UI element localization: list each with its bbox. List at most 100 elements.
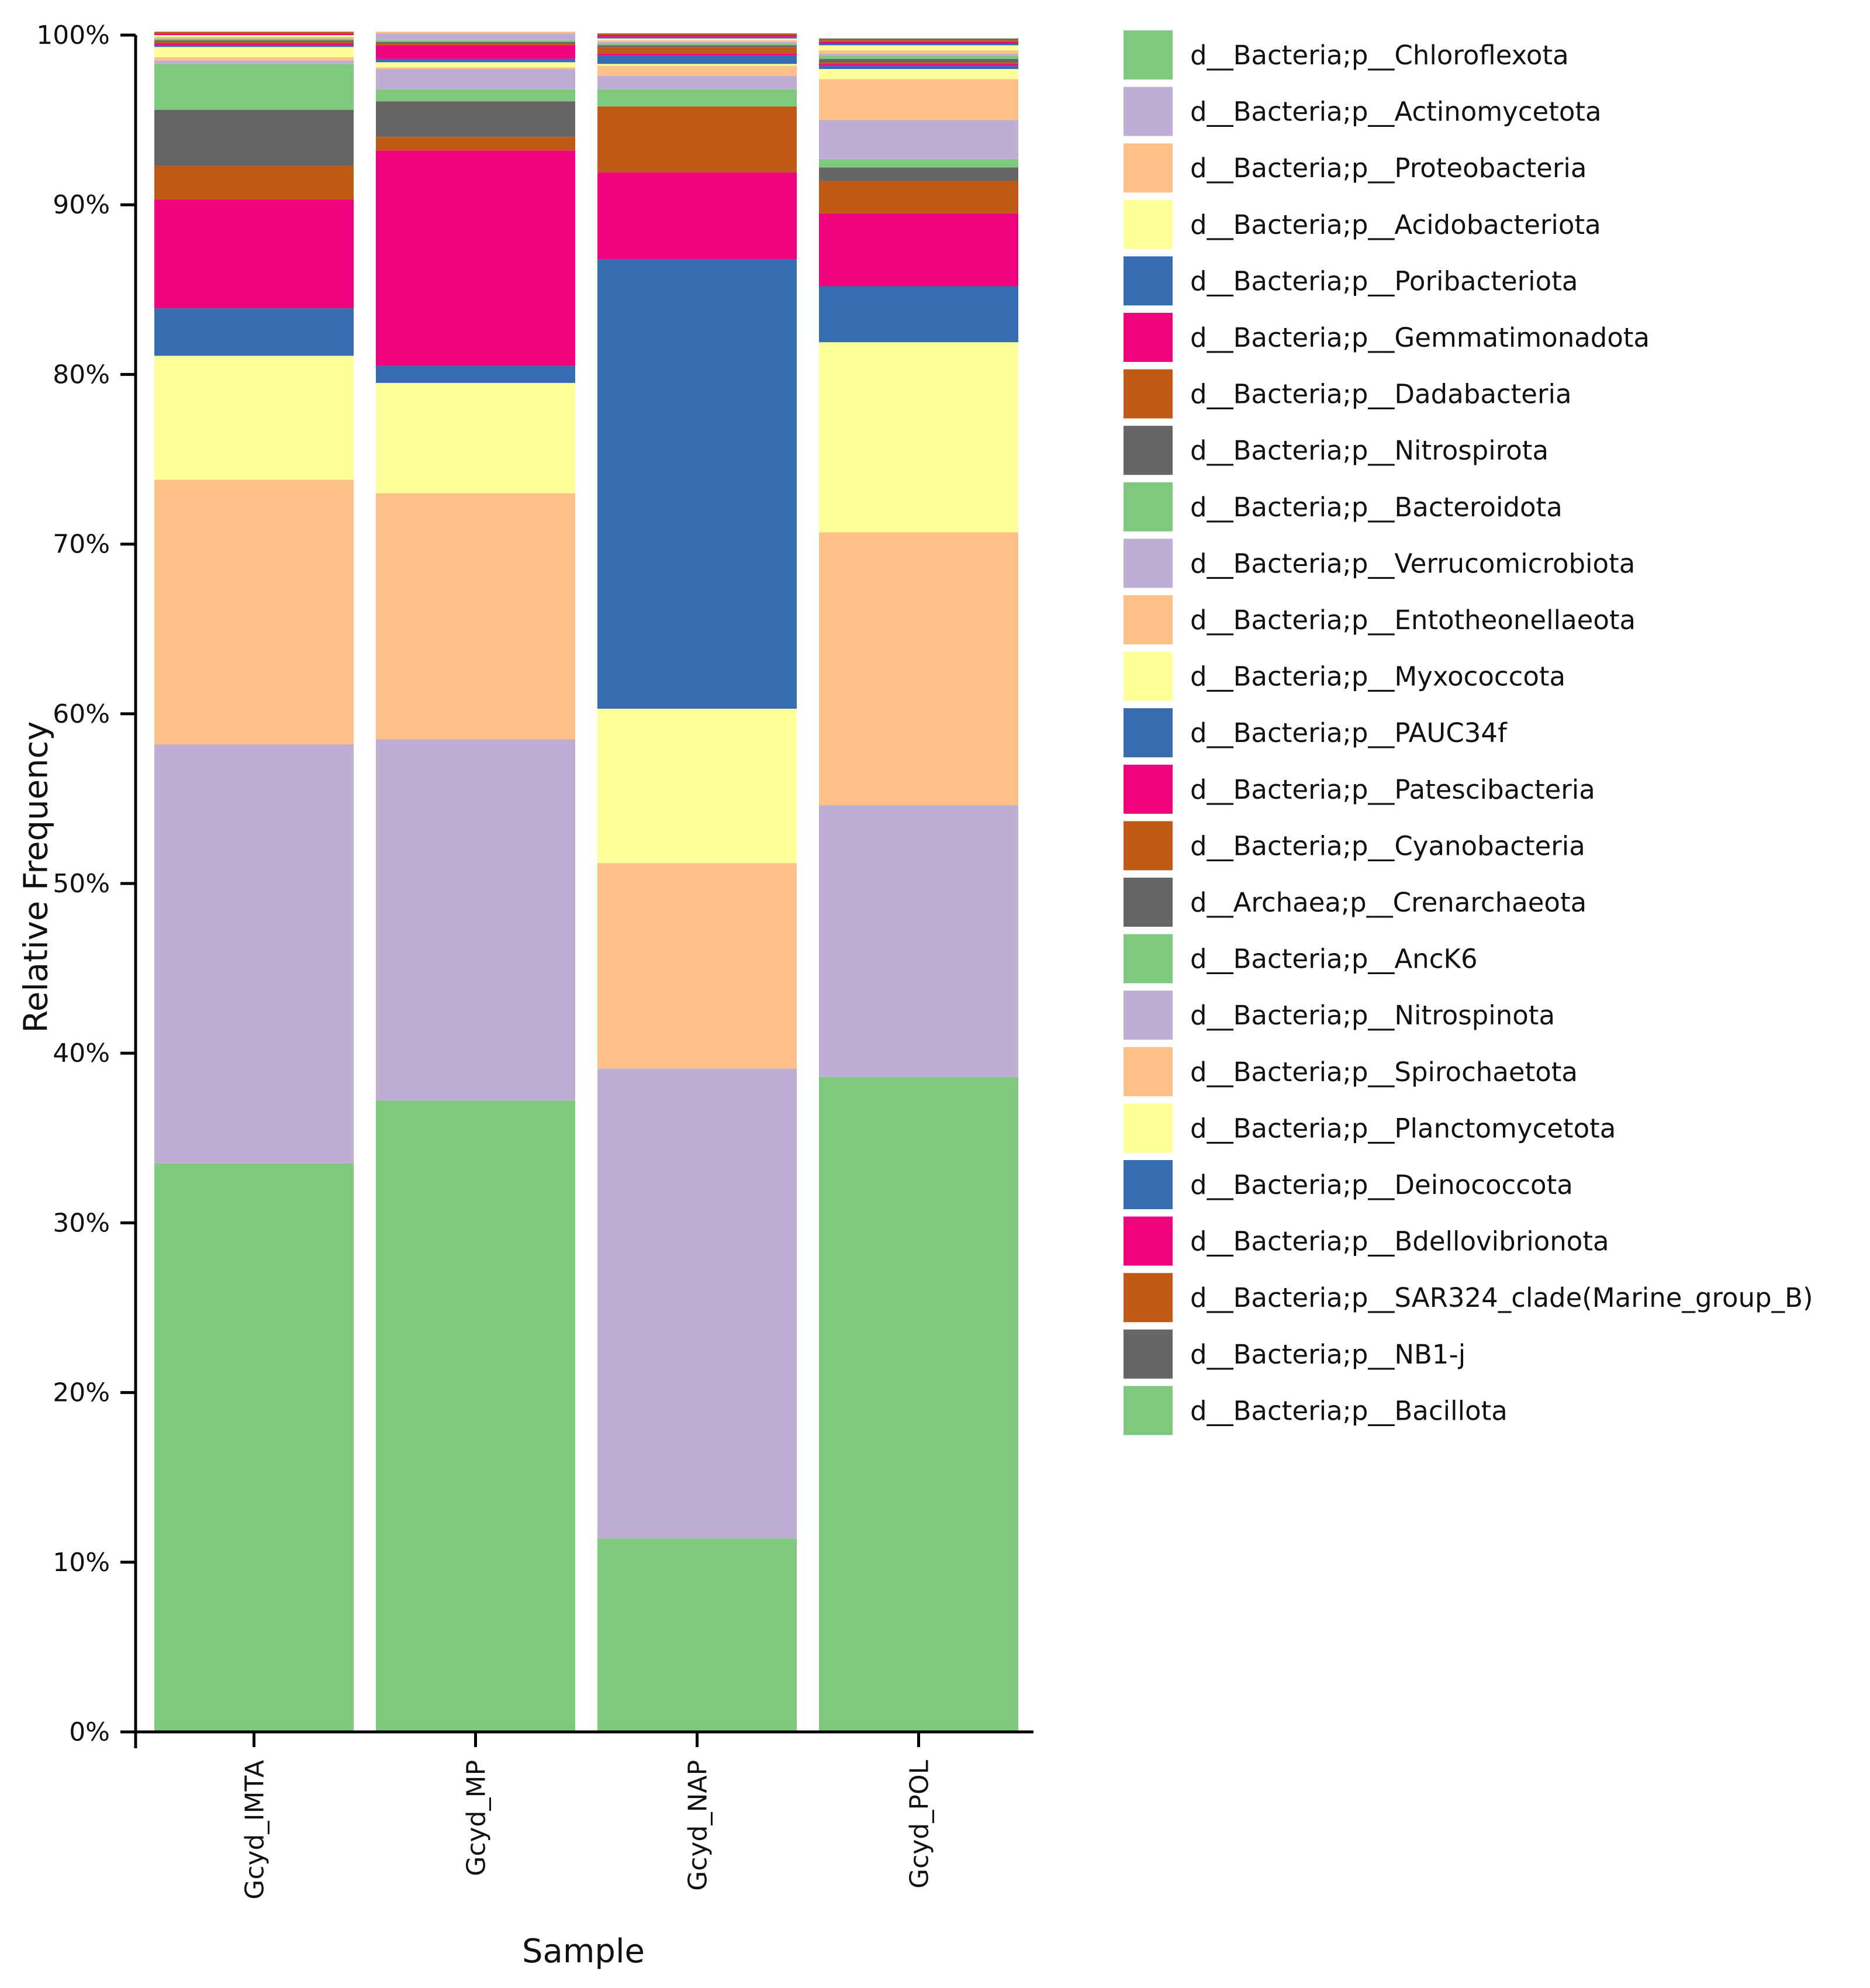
legend-swatch — [1124, 482, 1173, 531]
bar-segment-Gcyd_POL-4 — [819, 286, 1018, 343]
bar-segment-Gcyd_NAP-11 — [597, 64, 797, 66]
bar-segment-Gcyd_IMTA-16 — [154, 38, 354, 40]
bar-segment-Gcyd_POL-17 — [819, 53, 1018, 56]
legend-swatch — [1124, 708, 1173, 758]
bar-segment-Gcyd_NAP-17 — [597, 42, 797, 44]
y-tick-label: 0% — [69, 1717, 110, 1747]
legend-swatch — [1124, 1160, 1173, 1209]
bar-segment-Gcyd_NAP-15 — [597, 45, 797, 47]
bar-segment-Gcyd_NAP-9 — [597, 75, 797, 89]
legend-item: d__Bacteria;p__Actinomycetota — [1124, 87, 1602, 136]
bar-segment-Gcyd_POL-9 — [819, 120, 1018, 159]
bar-segment-Gcyd_POL-1 — [819, 805, 1018, 1077]
bar-segment-Gcyd_IMTA-2 — [154, 479, 354, 745]
legend-swatch — [1124, 1103, 1173, 1153]
y-tick-label: 40% — [53, 1038, 110, 1068]
legend-swatch — [1124, 990, 1173, 1040]
bar-segment-Gcyd_MP-18 — [376, 32, 575, 34]
legend-swatch — [1124, 764, 1173, 814]
legend-item: d__Bacteria;p__SAR324_clade(Marine_group… — [1124, 1273, 1813, 1323]
bar-segment-Gcyd_MP-13 — [376, 45, 575, 59]
legend-swatch — [1124, 199, 1173, 249]
bar-segment-Gcyd_IMTA-1 — [154, 744, 354, 1164]
legend-label: d__Bacteria;p__Bacillota — [1190, 1395, 1508, 1426]
y-tick-label: 90% — [53, 190, 110, 220]
legend-item: d__Bacteria;p__Cyanobacteria — [1124, 821, 1585, 871]
bars-layer — [154, 32, 1018, 1732]
legend-item: d__Bacteria;p__Acidobacteriota — [1124, 199, 1601, 249]
legend-item: d__Bacteria;p__Chloroflexota — [1124, 30, 1569, 80]
bar-segment-Gcyd_IMTA-3 — [154, 356, 354, 480]
bar-stack-Gcyd_POL — [819, 38, 1018, 1732]
bar-segment-Gcyd_NAP-4 — [597, 259, 797, 709]
bar-segment-Gcyd_NAP-12 — [597, 55, 797, 64]
bar-segment-Gcyd_MP-16 — [376, 40, 575, 42]
legend-item: d__Bacteria;p__NB1-j — [1124, 1329, 1465, 1379]
legend-label: d__Bacteria;p__Spirochaetota — [1190, 1057, 1578, 1088]
bar-segment-Gcyd_POL-0 — [819, 1076, 1018, 1732]
legend-swatch — [1124, 426, 1173, 475]
axes-layer: 0% 10% 20% 30% 40% 50% 60% 70% 80% 90% 100% Gcyd_IM… — [36, 20, 1033, 1900]
legend-item: d__Bacteria;p__Deinococcota — [1124, 1160, 1573, 1209]
bar-segment-Gcyd_IMTA-0 — [154, 1163, 354, 1732]
bar-segment-Gcyd_MP-6 — [376, 137, 575, 151]
legend-label: d__Bacteria;p__Patescibacteria — [1190, 774, 1595, 805]
bar-segment-Gcyd_MP-2 — [376, 493, 575, 740]
legend-label: d__Archaea;p__Crenarchaeota — [1190, 887, 1586, 918]
legend-label: d__Bacteria;p__NB1-j — [1190, 1339, 1465, 1370]
legend-label: d__Bacteria;p__Cyanobacteria — [1190, 830, 1585, 861]
bar-segment-Gcyd_IMTA-4 — [154, 308, 354, 356]
y-axis-label: Relative Frequency — [17, 721, 56, 1033]
bar-segment-Gcyd_IMTA-7 — [154, 109, 354, 166]
legend-item: d__Bacteria;p__Nitrospinota — [1124, 990, 1555, 1040]
bar-segment-Gcyd_NAP-1 — [597, 1068, 797, 1539]
legend-item: d__Bacteria;p__Nitrospirota — [1124, 426, 1548, 475]
legend-item: d__Bacteria;p__Myxococcota — [1124, 651, 1565, 701]
bar-segment-Gcyd_NAP-18 — [597, 40, 797, 42]
legend-swatch — [1124, 595, 1173, 644]
bar-segment-Gcyd_POL-19 — [819, 45, 1018, 51]
bar-segment-Gcyd_NAP-16 — [597, 43, 797, 46]
y-tick-label: 50% — [53, 869, 110, 899]
bar-stack-Gcyd_IMTA — [154, 32, 354, 1732]
bar-segment-Gcyd_IMTA-14 — [154, 42, 354, 44]
bar-segment-Gcyd_MP-0 — [376, 1100, 575, 1732]
bar-segment-Gcyd_MP-12 — [376, 58, 575, 63]
bar-segment-Gcyd_MP-1 — [376, 739, 575, 1101]
y-tick-label: 10% — [53, 1548, 110, 1578]
legend-item: d__Bacteria;p__Bacteroidota — [1124, 482, 1563, 531]
y-tick-label: 80% — [53, 360, 110, 389]
bar-segment-Gcyd_IMTA-9 — [154, 60, 354, 64]
legend-item: d__Bacteria;p__Verrucomicrobiota — [1124, 539, 1635, 588]
legend-label: d__Bacteria;p__Bacteroidota — [1190, 492, 1563, 523]
legend-item: d__Bacteria;p__Planctomycetota — [1124, 1103, 1616, 1153]
legend-item: d__Bacteria;p__Poribacteriota — [1124, 256, 1578, 306]
legend-label: d__Bacteria;p__SAR324_clade(Marine_group… — [1190, 1282, 1813, 1313]
bar-segment-Gcyd_MP-10 — [376, 67, 575, 70]
bar-segment-Gcyd_MP-17 — [376, 33, 575, 40]
legend-item: d__Bacteria;p__Spirochaetota — [1124, 1047, 1578, 1096]
legend-item: d__Bacteria;p__Patescibacteria — [1124, 764, 1595, 814]
bar-segment-Gcyd_MP-5 — [376, 150, 575, 366]
legend-swatch — [1124, 30, 1173, 80]
bar-segment-Gcyd_POL-10 — [819, 79, 1018, 120]
legend-label: d__Bacteria;p__Acidobacteriota — [1190, 209, 1601, 240]
legend-item: d__Bacteria;p__Dadabacteria — [1124, 369, 1572, 419]
bar-segment-Gcyd_POL-20 — [819, 43, 1018, 46]
y-tick-label: 30% — [53, 1208, 110, 1238]
bar-segment-Gcyd_IMTA-13 — [154, 43, 354, 46]
bar-segment-Gcyd_NAP-13 — [597, 53, 797, 56]
legend-label: d__Bacteria;p__Proteobacteria — [1190, 153, 1586, 184]
x-tick-label: Gcyd_IMTA — [240, 1760, 270, 1900]
legend-swatch — [1124, 87, 1173, 136]
legend-item: d__Bacteria;p__PAUC34f — [1124, 708, 1508, 758]
bar-segment-Gcyd_POL-2 — [819, 532, 1018, 806]
legend-swatch — [1124, 256, 1173, 306]
legend-swatch — [1124, 1386, 1173, 1435]
legend-item: d__Bacteria;p__Gemmatimonadota — [1124, 313, 1650, 362]
bar-stack-Gcyd_NAP — [597, 33, 797, 1732]
bar-segment-Gcyd_NAP-14 — [597, 47, 797, 54]
bar-segment-Gcyd_MP-3 — [376, 382, 575, 493]
bar-segment-Gcyd_IMTA-11 — [154, 47, 354, 57]
bar-segment-Gcyd_IMTA-12 — [154, 45, 354, 47]
